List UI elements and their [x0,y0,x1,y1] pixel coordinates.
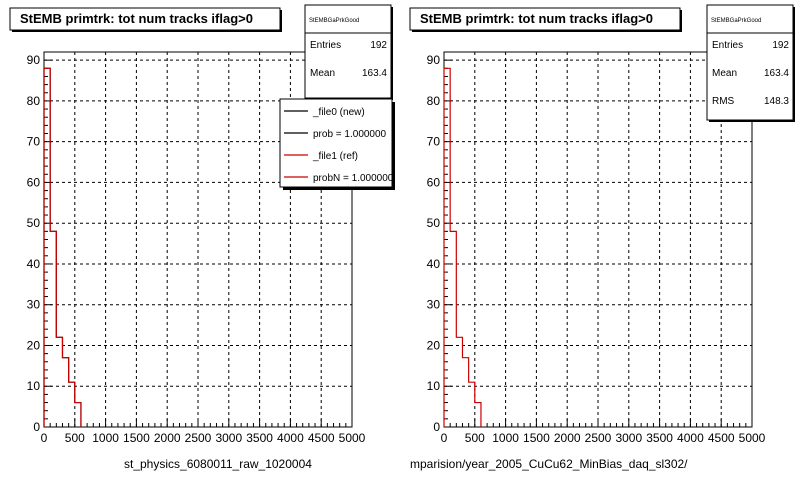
chart-panel-1: 0 500 1000 1500 2000 2500 3000 3500 4000 4500 5000… [9,4,395,471]
stats-box [706,4,794,121]
x-tick-label: 1500 [523,431,550,445]
legend-label: _file0 (new) [312,107,365,118]
x-tick-label: 5000 [739,431,766,445]
y-tick-label: 40 [427,257,441,271]
stats-label: RMS [712,96,735,107]
y-tick-label: 70 [427,135,441,149]
stats-value: 192 [772,40,789,51]
y-tick-label: 20 [427,338,441,352]
y-tick-label: 20 [27,338,41,352]
x-tick-label: 4500 [308,431,335,445]
stats-label: Entries [310,40,341,51]
y-tick-label: 70 [27,135,41,149]
x-tick-label: 3500 [246,431,273,445]
stats-value: 148.3 [764,96,789,107]
footer-label: mparision/year_2005_CuCu62_MinBias_daq_s… [410,457,688,471]
chart-title: StEMB primtrk: tot num tracks iflag>0 [20,11,253,26]
stats-value: 192 [370,40,387,51]
stats-title: StEMBGaPrkGood [711,18,761,24]
x-tick-label: 4500 [708,431,735,445]
x-tick-label: 2500 [185,431,212,445]
x-tick-label: 0 [41,431,48,445]
histogram-series-1 [443,67,482,427]
x-tick-label: 0 [441,431,448,445]
stats-label: Mean [310,68,335,79]
y-tick-label: 0 [33,420,40,434]
x-tick-label: 1000 [492,431,519,445]
x-tick-label: 2000 [554,431,581,445]
y-tick-label: 40 [27,257,41,271]
y-tick-label: 90 [27,53,41,67]
y-tick-label: 30 [427,298,441,312]
y-tick-label: 80 [27,94,41,108]
stats-title: StEMBGaPrkGood [309,18,359,24]
x-tick-label: 3000 [615,431,642,445]
y-tick-label: 10 [427,379,441,393]
y-tick-label: 0 [433,420,440,434]
legend-label: probN = 1.000000 [313,173,394,184]
histogram-series-2 [43,67,82,427]
legend-box [279,98,393,188]
y-tick-label: 50 [27,216,41,230]
legend-label: _file1 (ref) [312,151,358,162]
stats-label: Mean [712,68,737,79]
x-tick-label: 500 [65,431,85,445]
legend-entries: _file0 (new) prob = 1.000000 _file1 (ref) p… [284,107,394,184]
x-tick-label: 1000 [92,431,119,445]
footer-label: st_physics_6080011_raw_1020004 [124,457,312,471]
x-tick-label: 4000 [677,431,704,445]
chart-panel-2: 0 500 1000 1500 2000 2500 3000 3500 4000 4500 5000… [409,4,795,471]
x-tick-label: 1500 [123,431,150,445]
y-tick-label: 80 [427,94,441,108]
title-box [9,7,281,31]
y-tick-label: 90 [427,53,441,67]
legend-label: prob = 1.000000 [313,129,387,140]
stats-label: Entries [712,40,743,51]
y-tick-label: 50 [427,216,441,230]
x-tick-label: 2000 [154,431,181,445]
x-tick-label: 3000 [215,431,242,445]
stats-box [304,4,392,99]
x-tick-label: 3500 [646,431,673,445]
chart-title: StEMB primtrk: tot num tracks iflag>0 [420,11,653,26]
y-tick-label: 60 [427,175,441,189]
x-tick-label: 2500 [585,431,612,445]
x-tick-label: 500 [465,431,485,445]
title-box [409,7,681,31]
x-tick-label: 4000 [277,431,304,445]
y-tick-label: 30 [27,298,41,312]
stats-value: 163.4 [764,68,789,79]
y-tick-label: 60 [27,175,41,189]
stats-value: 163.4 [362,68,387,79]
y-tick-label: 10 [27,379,41,393]
x-tick-label: 5000 [339,431,366,445]
